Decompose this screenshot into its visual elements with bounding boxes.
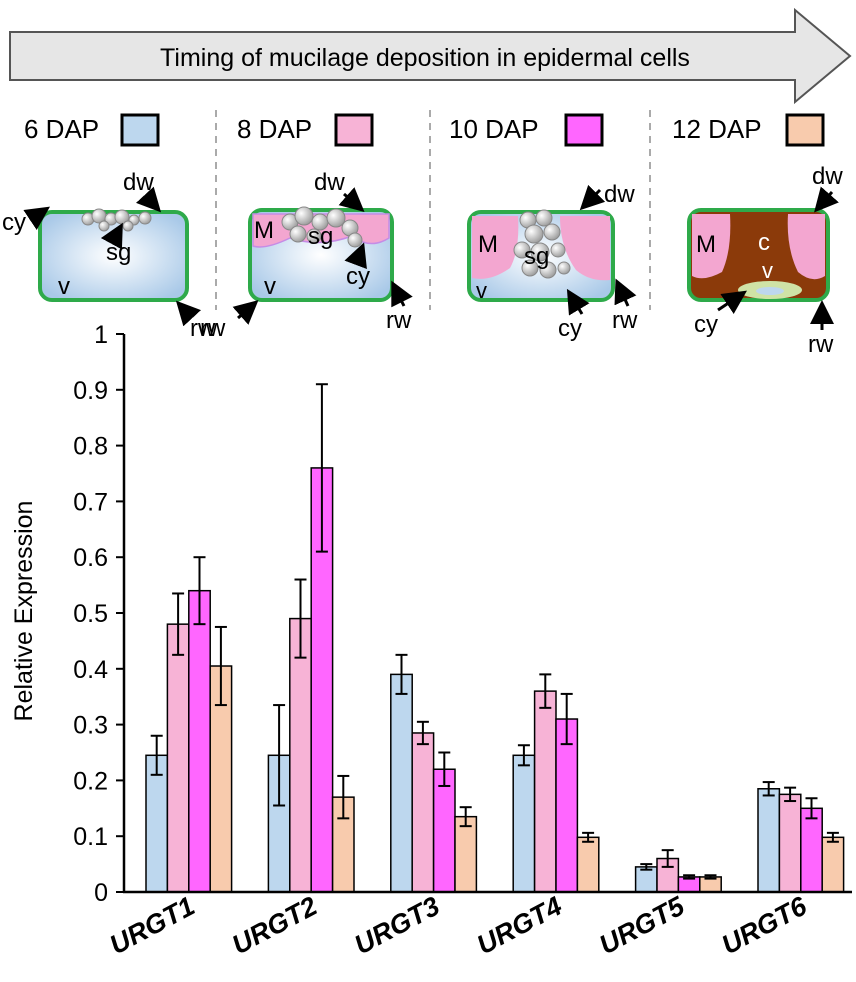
bar [778,793,802,893]
callout-sg: sg [308,223,333,250]
stage-legend: 6 DAP 8 DAP 10 DAP 12 DAP [24,110,825,310]
arrow [614,278,637,307]
y-tick-label: 0.4 [73,656,108,684]
x-tick-label: URGT4 [472,891,567,960]
callout-dw: dw [123,169,154,196]
bar [454,815,478,893]
x-tick-label: URGT6 [717,890,813,960]
timeline-arrow [9,7,852,105]
bar [289,617,312,893]
x-tick-label: URGT5 [594,890,690,960]
callout-dw: dw [604,181,635,208]
mucilage-pocket [560,216,610,281]
arrow [232,300,259,325]
cell-diagram-6dap: dw cy sg v rw [2,169,216,342]
bar [432,768,456,893]
callout-dw: dw [812,163,843,190]
timing-banner: Timing of mucilage deposition in epiderm… [9,7,852,105]
arrow [338,187,365,212]
stage-label-8dap: 8 DAP [237,114,312,144]
cell-diagram-10dap: dw M sg v cy rw [467,181,638,342]
x-axis-labels: URGT1 URGT2 URGT3 URGT4 URGT5 URGT6 [105,890,813,960]
callout-rw: rw [808,331,834,358]
bar [821,836,845,893]
y-axis-title: Relative Expression [10,501,38,722]
callout-m: M [696,231,716,258]
arrow [579,184,606,211]
bar [411,732,435,893]
stage-swatch-12dap [785,113,825,147]
bar [757,788,781,893]
starch-granules [513,209,571,279]
y-tick-label: 0.8 [73,433,108,461]
stage-swatch-10dap [564,113,604,147]
bar [188,589,211,893]
bar [800,807,823,893]
arrow [344,242,367,270]
bar [512,754,536,893]
y-tick-label: 0.3 [73,712,108,740]
bar [533,690,557,893]
error-bars [150,383,839,880]
bar [576,836,600,893]
arrow [135,186,162,213]
callout-rw: rw [612,307,638,334]
bar [166,623,190,893]
callout-m: M [254,217,274,244]
stage-label-6dap: 6 DAP [24,114,99,144]
y-axis-ticks: 0 0.1 0.2 0.3 0.4 0.5 0.6 0.7 0.8 0.9 1 [73,321,124,907]
arrow [717,290,747,314]
y-tick-label: 0.6 [73,544,108,572]
cell-outline [38,210,189,302]
arrow [100,222,123,250]
y-tick-label: 0 [94,879,108,907]
arrow [566,288,590,316]
callout-sg: sg [106,239,131,266]
arrow [391,280,413,308]
x-tick-label: URGT2 [227,891,322,960]
y-tick-label: 0.9 [73,377,108,405]
x-tick-label: URGT3 [350,891,445,960]
callout-c: c [758,229,770,256]
callout-v: v [58,273,70,300]
callout-cy: cy [346,263,370,290]
callout-rw: rw [386,307,412,334]
mucilage-pocket [692,214,731,279]
bar-chart: Relative Expression 00.10.20.30.40.50.60… [10,321,852,960]
y-tick-label: 0.7 [73,488,108,516]
stage-label-12dap: 12 DAP [672,114,762,144]
y-tick-label: 0.1 [73,823,108,851]
banner-title: Timing of mucilage deposition in epiderm… [160,44,690,72]
stage-label-10dap: 10 DAP [449,114,539,144]
callout-cy: cy [694,311,718,338]
stage-swatch-8dap [334,113,374,147]
callout-dw: dw [314,169,345,196]
y-tick-label: 1 [94,321,108,349]
callout-v: v [476,278,487,303]
callout-cy: cy [2,209,26,236]
x-tick-label: URGT1 [105,891,200,960]
arrow [814,186,839,213]
arrow [175,300,202,327]
callout-cy: cy [558,315,582,342]
mucilage-pocket [472,216,519,279]
arrow [23,206,50,230]
cell-diagram-8dap: dw M sg cy v rw rw [200,169,413,342]
bars [145,467,845,893]
callout-sg: sg [524,243,549,270]
y-tick-label: 0.5 [73,600,108,628]
callout-v: v [264,273,276,300]
callout-rw: rw [200,315,226,342]
callout-m: M [478,231,498,258]
vacuole-remnant [756,287,784,295]
mucilage-pocket [787,214,825,280]
stage-swatch-6dap [120,113,160,147]
bar [390,673,413,893]
y-tick-label: 0.2 [73,767,108,795]
cell-diagram-12dap: dw M c v cy rw [687,163,843,358]
callout-v: v [762,258,773,283]
